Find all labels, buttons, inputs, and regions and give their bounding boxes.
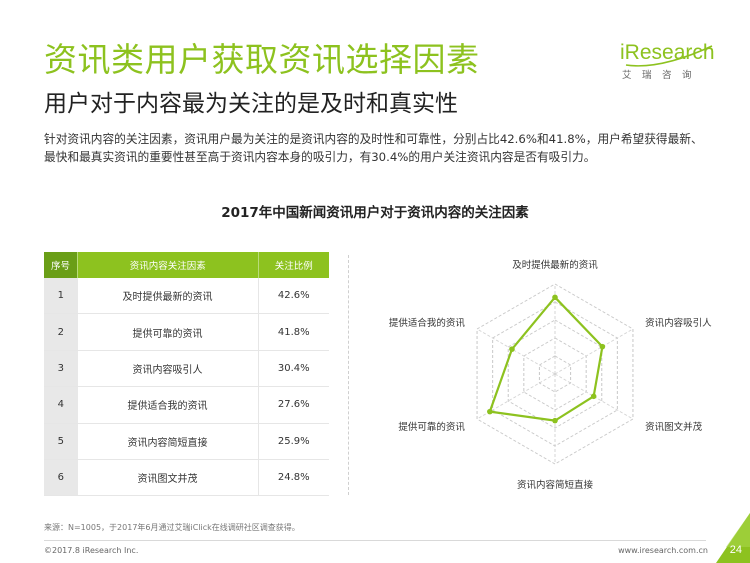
row-factor: 提供适合我的资讯 bbox=[77, 386, 258, 424]
source-note: 来源：N=1005，于2017年6月通过艾瑞iClick在线调研社区调查获得。 bbox=[44, 523, 300, 532]
iresearch-logo: iResearch 艾瑞咨询 bbox=[620, 40, 716, 86]
logo-wordmark-i: i bbox=[620, 41, 625, 64]
summary-text: 针对资讯内容的关注因素，资讯用户最为关注的是资讯内容的及时性和可靠性，分别占比4… bbox=[44, 132, 703, 164]
radar-axis-label: 资讯内容简短直接 bbox=[517, 479, 594, 491]
table-row: 1 及时提供最新的资讯 42.6% bbox=[44, 278, 329, 315]
row-percent: 42.6% bbox=[257, 278, 329, 315]
page-title: 资讯类用户获取资讯选择因素 bbox=[44, 40, 480, 79]
logo-wordmark: iResearch bbox=[620, 40, 715, 66]
radar-data-point bbox=[590, 393, 597, 400]
row-index: 2 bbox=[44, 313, 78, 351]
row-percent: 30.4% bbox=[257, 350, 329, 388]
page-subtitle: 用户对于内容最为关注的是及时和真实性 bbox=[44, 91, 458, 117]
table-row: 2 提供可靠的资讯 41.8% bbox=[44, 313, 329, 351]
radar-axis bbox=[554, 328, 634, 375]
row-factor: 及时提供最新的资讯 bbox=[77, 278, 258, 315]
radar-data-point bbox=[552, 417, 558, 424]
row-percent: 24.8% bbox=[257, 459, 329, 497]
page-number: 24 bbox=[729, 544, 742, 556]
table-row: 3 资讯内容吸引人 30.4% bbox=[44, 350, 329, 388]
radar-axis-label: 资讯图文并茂 bbox=[645, 421, 703, 433]
row-factor: 提供可靠的资讯 bbox=[77, 313, 258, 351]
header-factor: 资讯内容关注因素 bbox=[77, 252, 258, 278]
row-percent: 41.8% bbox=[257, 313, 329, 351]
section-divider bbox=[348, 255, 349, 495]
radar-axis-label: 提供可靠的资讯 bbox=[398, 421, 465, 433]
table-header-row: 序号 资讯内容关注因素 关注比例 bbox=[44, 252, 329, 278]
radar-axis-label: 及时提供最新的资讯 bbox=[512, 259, 598, 271]
table-row: 6 资讯图文并茂 24.8% bbox=[44, 459, 329, 497]
row-percent: 27.6% bbox=[257, 386, 329, 424]
row-index: 4 bbox=[44, 386, 78, 424]
row-index: 6 bbox=[44, 459, 78, 497]
radar-data-point bbox=[599, 343, 606, 350]
table-row: 4 提供适合我的资讯 27.6% bbox=[44, 386, 329, 424]
radar-axis bbox=[476, 328, 556, 375]
logo-wordmark-rest: Research bbox=[624, 41, 715, 64]
row-index: 1 bbox=[44, 278, 78, 315]
table-row: 5 资讯内容简短直接 25.9% bbox=[44, 423, 329, 460]
header-index: 序号 bbox=[44, 252, 78, 278]
radar-data-point bbox=[487, 408, 493, 415]
row-factor: 资讯图文并茂 bbox=[77, 459, 258, 497]
corner-triangle bbox=[716, 513, 750, 563]
radar-data-point bbox=[509, 346, 515, 352]
header-percent: 关注比例 bbox=[257, 252, 329, 278]
copyright: ©2017.8 iResearch Inc. bbox=[44, 546, 139, 555]
footer-url: www.iresearch.com.cn bbox=[618, 546, 708, 555]
row-index: 5 bbox=[44, 423, 78, 460]
radar-axis-label: 资讯内容吸引人 bbox=[645, 317, 712, 329]
footer-divider bbox=[44, 540, 706, 541]
radar-data-point bbox=[552, 294, 558, 301]
row-percent: 25.9% bbox=[257, 423, 329, 460]
factors-table: 序号 资讯内容关注因素 关注比例 1 及时提供最新的资讯 42.6% 2 提供可… bbox=[44, 252, 329, 497]
logo-chinese-name: 艾瑞咨询 bbox=[622, 70, 703, 81]
row-factor: 资讯内容吸引人 bbox=[77, 350, 258, 388]
row-index: 3 bbox=[44, 350, 78, 388]
radar-axis-label: 提供适合我的资讯 bbox=[389, 317, 466, 329]
logo-swoosh-icon bbox=[625, 45, 713, 67]
row-factor: 资讯内容简短直接 bbox=[77, 423, 258, 460]
chart-title: 2017年中国新闻资讯用户对于资讯内容的关注因素 bbox=[221, 205, 529, 221]
